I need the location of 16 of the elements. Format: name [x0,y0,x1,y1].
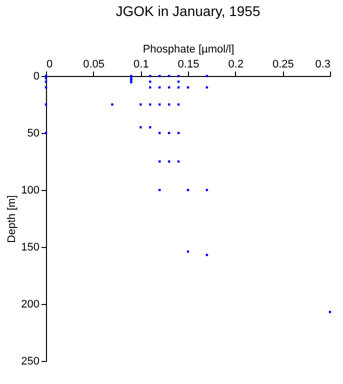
x-tick-label: 0.2 [228,58,244,70]
y-axis-title: Depth [m] [6,195,18,243]
x-tick-label: 0.1 [134,58,149,70]
y-tick-label: 100 [21,184,40,196]
y-tick-label: 200 [21,298,40,310]
x-axis-title: Phosphate [µmol/l] [142,44,234,56]
y-tick-label: 150 [21,242,40,254]
x-tick-label: 0.3 [315,58,330,70]
x-tick-label: 0.15 [178,58,200,70]
chart-title: JGOK in January, 1955 [116,3,260,19]
y-tick-label: 250 [21,356,40,368]
y-tick-label: 50 [27,128,40,140]
x-tick-label: 0.25 [272,58,294,70]
x-tick-label: 0.05 [83,58,105,70]
y-tick-label: 0 [33,70,40,82]
x-tick-label: 0 [46,58,53,70]
